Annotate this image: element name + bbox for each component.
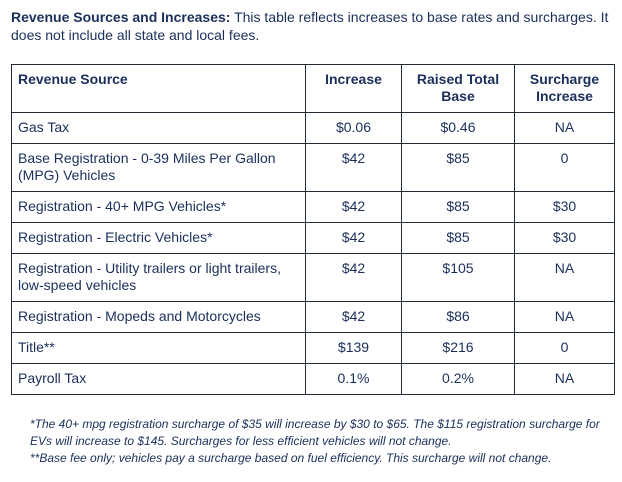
intro-paragraph: Revenue Sources and Increases: This tabl… [11, 8, 611, 44]
header-increase: Increase [305, 64, 402, 113]
intro-heading: Revenue Sources and Increases: [11, 9, 231, 25]
cell-increase: $42 [305, 222, 402, 254]
cell-source: Payroll Tax [11, 363, 306, 395]
table-row: Registration - Mopeds and Motorcycles $4… [11, 301, 615, 333]
cell-source: Registration - Utility trailers or light… [11, 253, 306, 302]
revenue-table: Revenue Source Increase Raised Total Bas… [11, 64, 615, 395]
cell-source: Base Registration - 0-39 Miles Per Gallo… [11, 143, 306, 192]
cell-source: Registration - Electric Vehicles* [11, 222, 306, 254]
footnote-2: **Base fee only; vehicles pay a surcharg… [30, 451, 552, 465]
cell-surcharge: NA [514, 253, 615, 302]
table-row: Title** $139 $216 0 [11, 332, 615, 364]
table-row: Gas Tax $0.06 $0.46 NA [11, 112, 615, 144]
cell-base: $105 [401, 253, 515, 302]
cell-increase: $139 [305, 332, 402, 364]
cell-increase: 0.1% [305, 363, 402, 395]
table-row: Payroll Tax 0.1% 0.2% NA [11, 363, 615, 395]
cell-surcharge: $30 [514, 191, 615, 223]
footnotes: *The 40+ mpg registration surcharge of $… [30, 416, 610, 467]
table-row: Registration - 40+ MPG Vehicles* $42 $85… [11, 191, 615, 223]
cell-increase: $42 [305, 191, 402, 223]
table-row: Registration - Utility trailers or light… [11, 253, 615, 302]
cell-base: $216 [401, 332, 515, 364]
cell-base: $85 [401, 143, 515, 192]
table-row: Registration - Electric Vehicles* $42 $8… [11, 222, 615, 254]
header-raised-total-base: Raised Total Base [401, 64, 515, 113]
cell-surcharge: NA [514, 363, 615, 395]
cell-surcharge: NA [514, 112, 615, 144]
cell-base: 0.2% [401, 363, 515, 395]
cell-base: $0.46 [401, 112, 515, 144]
cell-base: $85 [401, 222, 515, 254]
cell-source: Registration - 40+ MPG Vehicles* [11, 191, 306, 223]
cell-increase: $42 [305, 253, 402, 302]
cell-base: $86 [401, 301, 515, 333]
cell-source: Title** [11, 332, 306, 364]
cell-surcharge: NA [514, 301, 615, 333]
cell-increase: $42 [305, 143, 402, 192]
cell-surcharge: $30 [514, 222, 615, 254]
cell-increase: $42 [305, 301, 402, 333]
header-revenue-source: Revenue Source [11, 64, 306, 113]
cell-source: Registration - Mopeds and Motorcycles [11, 301, 306, 333]
table-row: Base Registration - 0-39 Miles Per Gallo… [11, 143, 615, 192]
intro-text: This table reflects increases to base ra… [11, 9, 609, 43]
footnote-1: *The 40+ mpg registration surcharge of $… [30, 417, 600, 448]
cell-source: Gas Tax [11, 112, 306, 144]
header-surcharge-increase: Surcharge Increase [514, 64, 615, 113]
cell-base: $85 [401, 191, 515, 223]
cell-surcharge: 0 [514, 143, 615, 192]
table-header-row: Revenue Source Increase Raised Total Bas… [11, 64, 615, 113]
cell-surcharge: 0 [514, 332, 615, 364]
cell-increase: $0.06 [305, 112, 402, 144]
